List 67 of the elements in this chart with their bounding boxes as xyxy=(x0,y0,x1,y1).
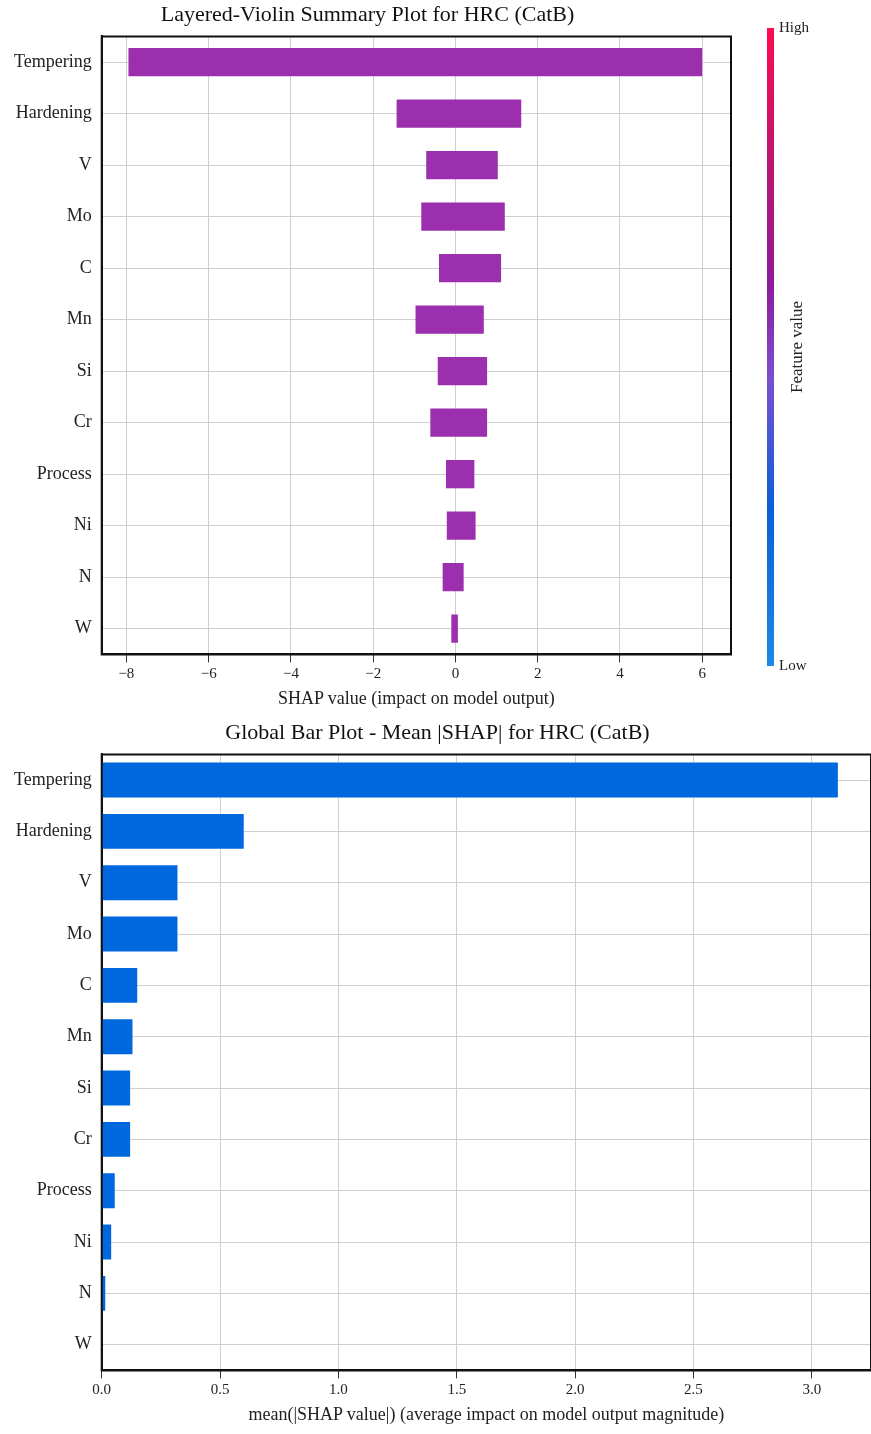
y-tick-label: Tempering xyxy=(13,768,92,789)
bar xyxy=(102,967,138,1003)
x-tick-label: 3.0 xyxy=(802,1381,822,1398)
y-tick-label: C xyxy=(79,256,92,277)
y-tick-label: W xyxy=(74,617,92,638)
color-bar-label: High xyxy=(779,19,809,37)
bar xyxy=(102,813,244,849)
y-tick-label: Process xyxy=(36,462,92,483)
y-tick-label: Si xyxy=(76,359,92,380)
x-axis-title: mean(|SHAP value|) (average impact on model output magnitude) xyxy=(248,1403,725,1425)
color-bar-label: Low xyxy=(779,657,807,675)
bar xyxy=(437,356,488,386)
y-tick-label: N xyxy=(78,1282,92,1303)
y-tick-label: Cr xyxy=(73,411,92,432)
bar xyxy=(102,1019,133,1055)
y-tick-label: Mo xyxy=(66,205,92,226)
y-tick-label: Ni xyxy=(73,1230,92,1251)
bar xyxy=(430,408,488,437)
y-tick-label: Mn xyxy=(66,308,92,329)
x-tick-label: 0 xyxy=(451,665,460,682)
bar xyxy=(102,1070,131,1106)
bar xyxy=(421,202,505,231)
bar xyxy=(102,1121,131,1157)
y-tick-label: V xyxy=(78,153,92,174)
x-tick-label: 6 xyxy=(698,665,707,682)
x-tick-label: −6 xyxy=(200,665,218,682)
bar xyxy=(438,253,502,283)
bar xyxy=(102,1173,115,1209)
x-tick-label: −2 xyxy=(365,665,382,682)
bar xyxy=(415,305,484,334)
bar xyxy=(445,459,475,489)
x-tick-label: 2 xyxy=(533,665,542,682)
x-axis-title: SHAP value (impact on model output) xyxy=(277,687,555,709)
x-tick-label: 4 xyxy=(616,665,625,682)
y-tick-label: Mo xyxy=(66,922,92,943)
y-tick-label: Hardening xyxy=(15,820,92,841)
color-bar-title: Feature value xyxy=(787,301,807,394)
bar xyxy=(102,916,178,952)
y-tick-label: Process xyxy=(36,1179,92,1200)
y-tick-label: Ni xyxy=(73,514,92,535)
bar xyxy=(442,562,464,592)
bar xyxy=(102,762,838,798)
x-tick-label: 1.5 xyxy=(447,1381,467,1398)
y-tick-label: Cr xyxy=(73,1128,92,1149)
chart-title: Global Bar Plot - Mean |SHAP| for HRC (CatB) xyxy=(225,718,650,744)
y-tick-label: W xyxy=(74,1333,92,1354)
bar xyxy=(102,865,178,901)
bar xyxy=(446,511,476,540)
x-tick-label: 2.5 xyxy=(684,1381,703,1398)
y-tick-label: V xyxy=(78,871,92,892)
y-tick-label: Si xyxy=(76,1076,92,1097)
x-tick-label: −4 xyxy=(282,665,300,682)
chart-title: Layered-Violin Summary Plot for HRC (CatB) xyxy=(160,0,575,26)
x-tick-label: 2.0 xyxy=(565,1381,585,1398)
y-tick-label: Mn xyxy=(66,1025,92,1046)
x-tick-label: 0.0 xyxy=(92,1381,112,1398)
bar xyxy=(128,47,703,77)
x-tick-label: 0.5 xyxy=(210,1381,230,1398)
y-tick-label: Hardening xyxy=(15,102,92,123)
y-tick-label: Tempering xyxy=(13,50,92,71)
x-tick-label: 1.0 xyxy=(329,1381,348,1398)
bar xyxy=(451,614,458,643)
bar xyxy=(396,99,522,128)
bar xyxy=(426,150,498,180)
y-tick-label: N xyxy=(78,565,92,586)
y-tick-label: C xyxy=(79,974,92,995)
x-tick-label: −8 xyxy=(118,665,135,682)
